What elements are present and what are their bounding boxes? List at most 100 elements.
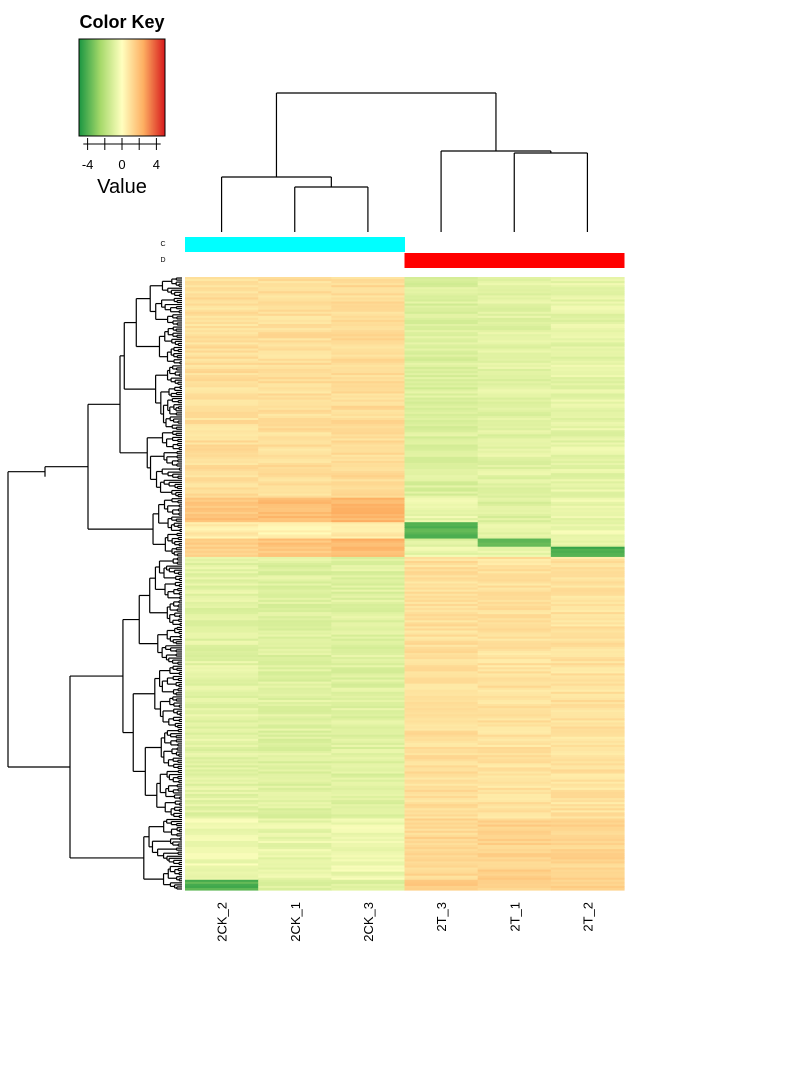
heatmap-cell bbox=[331, 334, 406, 337]
heatmap-cell bbox=[258, 761, 332, 764]
heatmap-cell bbox=[331, 712, 406, 715]
heatmap-cell bbox=[258, 785, 332, 789]
heatmap-cell bbox=[550, 362, 625, 366]
heatmap-cell bbox=[550, 360, 625, 364]
heatmap-cell bbox=[404, 597, 479, 601]
heatmap-cell bbox=[331, 497, 406, 501]
heatmap-cell bbox=[550, 667, 625, 670]
heatmap-cell bbox=[404, 761, 479, 764]
heatmap-cell bbox=[258, 338, 332, 341]
heatmap-cell bbox=[404, 706, 479, 709]
heatmap-cell bbox=[258, 548, 332, 552]
heatmap-cell bbox=[550, 281, 625, 284]
heatmap-cell bbox=[477, 608, 552, 611]
heatmap-cell bbox=[550, 434, 625, 437]
heatmap-cell bbox=[477, 495, 552, 499]
heatmap-cell bbox=[258, 655, 332, 658]
heatmap-cell bbox=[477, 483, 552, 487]
heatmap-cell bbox=[185, 509, 259, 513]
heatmap-cell bbox=[258, 879, 332, 883]
heatmap-cell bbox=[258, 575, 332, 578]
heatmap-cell bbox=[404, 726, 479, 730]
heatmap-cell bbox=[404, 446, 479, 450]
heatmap-cell bbox=[477, 338, 552, 341]
heatmap-cell bbox=[550, 830, 625, 834]
heatmap-cell bbox=[404, 806, 479, 809]
heatmap-cell bbox=[550, 693, 625, 697]
heatmap-cell bbox=[477, 702, 552, 705]
heatmap-cell bbox=[404, 489, 479, 493]
heatmap-cell bbox=[550, 340, 625, 343]
heatmap-cell bbox=[331, 785, 406, 789]
heatmap-cell bbox=[550, 415, 625, 419]
heatmap-cell bbox=[550, 293, 625, 296]
heatmap-cell bbox=[404, 695, 479, 699]
heatmap-cell bbox=[331, 454, 406, 458]
heatmap-cell bbox=[550, 442, 625, 446]
heatmap-cell bbox=[331, 542, 406, 546]
heatmap-cell bbox=[404, 467, 479, 470]
heatmap-cell bbox=[258, 532, 332, 536]
heatmap-cell bbox=[258, 401, 332, 405]
heatmap-cell bbox=[331, 726, 406, 730]
heatmap-cell bbox=[331, 397, 406, 401]
heatmap-cell bbox=[550, 579, 625, 583]
heatmap-cell bbox=[404, 475, 479, 478]
heatmap-cell bbox=[185, 661, 259, 664]
heatmap-cell bbox=[258, 448, 332, 452]
heatmap-cell bbox=[550, 593, 625, 597]
heatmap-cell bbox=[258, 652, 332, 656]
heatmap-cell bbox=[404, 612, 479, 615]
heatmap-cell bbox=[331, 593, 406, 597]
heatmap-cell bbox=[477, 321, 552, 325]
heatmap-cell bbox=[185, 644, 259, 648]
heatmap-cell bbox=[331, 683, 406, 687]
heatmap-cell bbox=[258, 340, 332, 343]
heatmap-cell bbox=[258, 767, 332, 771]
heatmap-cell bbox=[550, 411, 625, 415]
color-key-tick-label: 0 bbox=[118, 157, 125, 172]
heatmap-cell bbox=[331, 655, 406, 658]
heatmap-cell bbox=[404, 644, 479, 648]
heatmap-cell bbox=[258, 608, 332, 611]
heatmap-cell bbox=[331, 843, 406, 846]
heatmap-cell bbox=[331, 706, 406, 709]
column-label: 2CK_3 bbox=[361, 902, 376, 942]
heatmap-cell bbox=[477, 507, 552, 511]
heatmap-cell bbox=[185, 687, 259, 691]
heatmap-cell bbox=[185, 297, 259, 301]
heatmap-cell bbox=[477, 783, 552, 787]
heatmap-cell bbox=[185, 834, 259, 838]
heatmap-cell bbox=[331, 528, 406, 531]
heatmap-cell bbox=[404, 822, 479, 826]
heatmap-cell bbox=[185, 552, 259, 556]
heatmap-cell bbox=[477, 708, 552, 711]
heatmap-cell bbox=[404, 673, 479, 677]
heatmap-cell bbox=[185, 323, 259, 327]
heatmap-cell bbox=[331, 867, 406, 871]
heatmap-cell bbox=[258, 685, 332, 689]
heatmap-cell bbox=[404, 832, 479, 836]
heatmap-cell bbox=[404, 657, 479, 660]
heatmap-cell bbox=[258, 887, 332, 891]
heatmap-cell bbox=[258, 789, 332, 793]
heatmap-cell bbox=[477, 281, 552, 284]
heatmap-cell bbox=[258, 385, 332, 388]
heatmap-cell bbox=[477, 691, 552, 695]
heatmap-cell bbox=[477, 293, 552, 296]
heatmap-cell bbox=[404, 438, 479, 442]
heatmap-cell bbox=[477, 354, 552, 358]
heatmap-cell bbox=[258, 704, 332, 707]
heatmap-cell bbox=[258, 632, 332, 636]
heatmap-cell bbox=[477, 667, 552, 670]
heatmap-cell bbox=[258, 773, 332, 777]
heatmap-cell bbox=[550, 836, 625, 840]
heatmap-cell bbox=[331, 679, 406, 683]
heatmap-cell bbox=[185, 462, 259, 466]
heatmap-cell bbox=[258, 430, 332, 433]
heatmap-cell bbox=[550, 630, 625, 634]
heatmap-cell bbox=[258, 291, 332, 294]
heatmap-cell bbox=[331, 657, 406, 660]
heatmap-cell bbox=[185, 342, 259, 346]
heatmap-cell bbox=[550, 511, 625, 515]
